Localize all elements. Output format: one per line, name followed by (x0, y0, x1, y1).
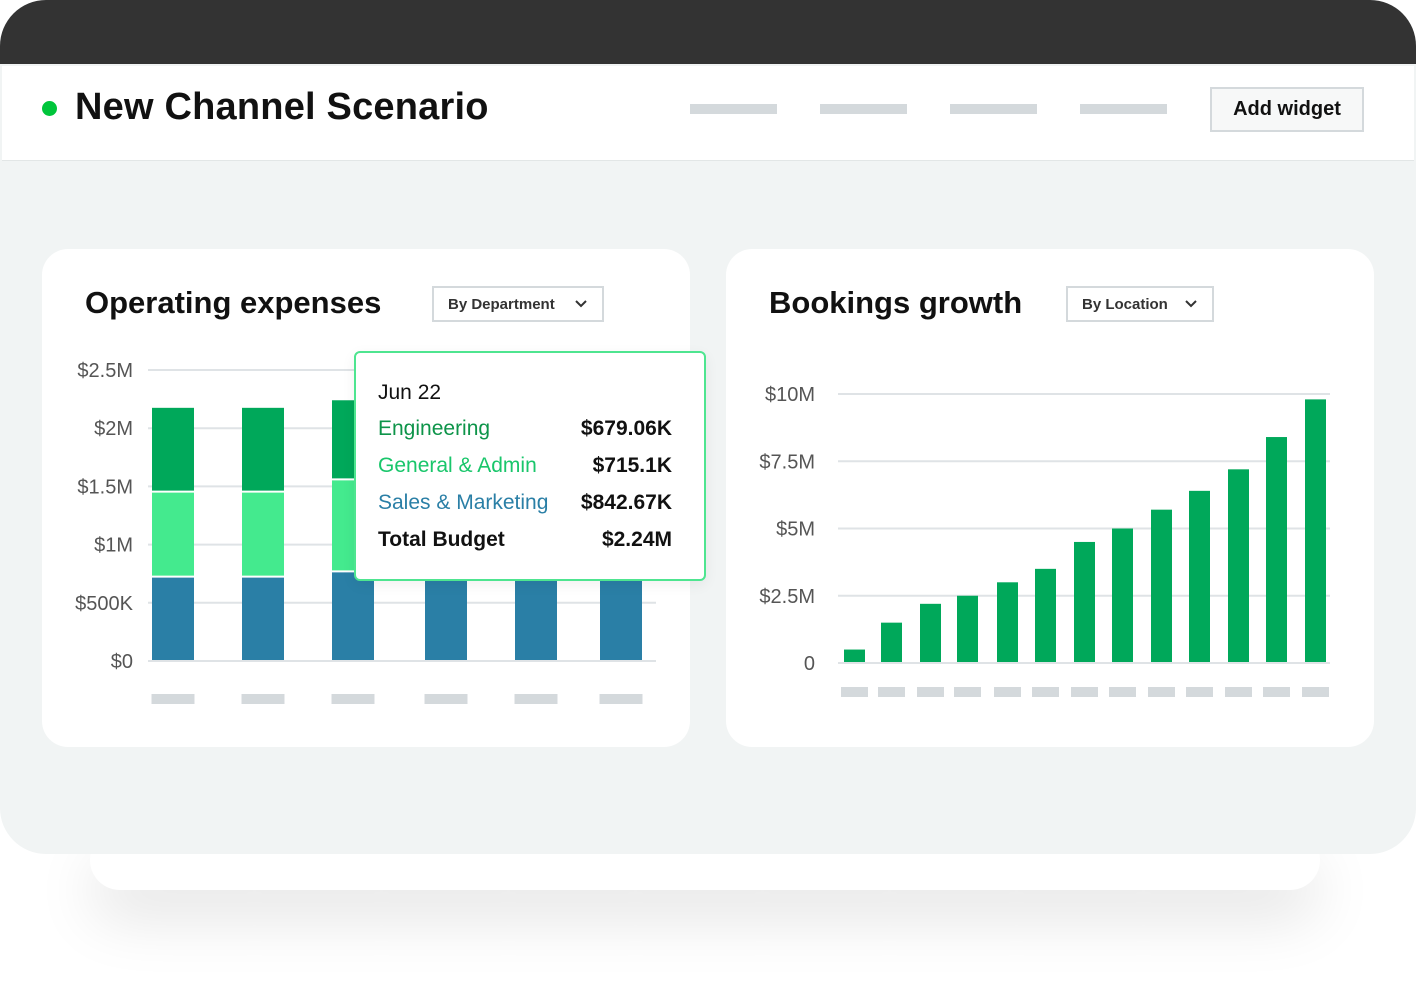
tooltip-row-engineering: Engineering $679.06K (378, 417, 672, 443)
nav-placeholder-4[interactable] (1080, 104, 1167, 114)
tooltip-row-total: Total Budget $2.24M (378, 528, 672, 554)
chevron-down-icon (574, 296, 588, 313)
nav-placeholder-3[interactable] (950, 104, 1037, 114)
bookings-growth-title: Bookings growth (769, 285, 1023, 320)
add-widget-button[interactable]: Add widget (1210, 87, 1364, 132)
tooltip-value: $679.06K (580, 417, 672, 440)
chart-tooltip: Jun 22 Engineering $679.06K General & Ad… (354, 351, 706, 581)
tooltip-date: Jun 22 (378, 381, 442, 404)
tooltip-value: $715.1K (592, 454, 672, 477)
tooltip-value: $842.67K (580, 491, 672, 514)
bookings-growth-card: Bookings growth By Location (726, 249, 1374, 747)
location-dropdown-label: By Location (1082, 295, 1168, 313)
window-titlebar (0, 0, 1416, 64)
chevron-down-icon (1184, 296, 1198, 313)
tooltip-value: $2.24M (601, 528, 672, 551)
nav-placeholder-2[interactable] (820, 104, 907, 114)
department-dropdown[interactable]: By Department (432, 286, 604, 322)
tooltip-row-general-admin: General & Admin $715.1K (378, 454, 672, 480)
status-dot-icon (42, 101, 57, 116)
tooltip-row-sales-marketing: Sales & Marketing $842.67K (378, 491, 672, 517)
page-title: New Channel Scenario (75, 86, 489, 128)
tooltip-label: Total Budget (378, 528, 505, 551)
tooltip-label: Engineering (378, 417, 491, 440)
tooltip-label: Sales & Marketing (378, 491, 549, 514)
tooltip-label: General & Admin (378, 454, 537, 477)
operating-expenses-title: Operating expenses (85, 285, 382, 320)
nav-placeholder-1[interactable] (690, 104, 777, 114)
location-dropdown[interactable]: By Location (1066, 286, 1214, 322)
department-dropdown-label: By Department (448, 295, 555, 313)
